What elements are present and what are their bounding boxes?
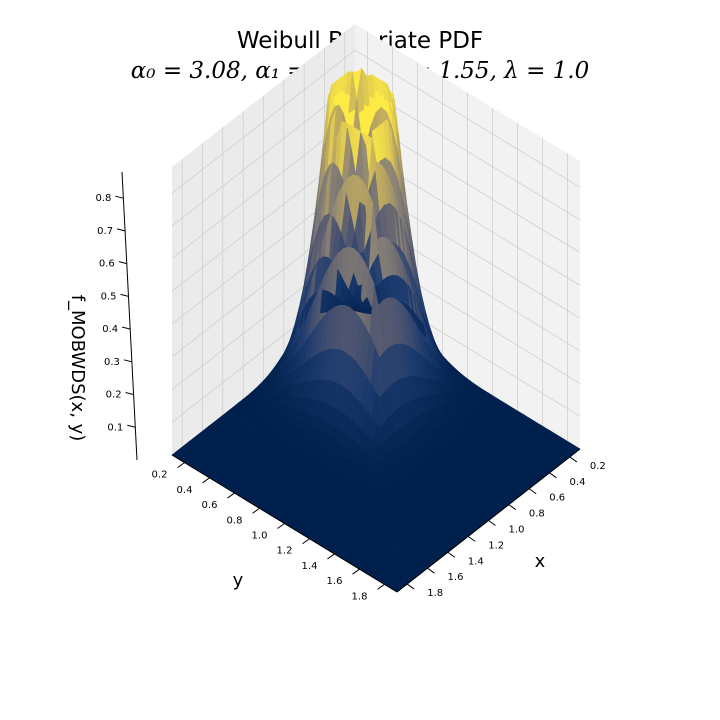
y-tick-mark-8 [377,583,385,590]
axis-ticks: 0.2 0.4 0.6 0.8 1.0 1.2 1.4 1.6 1.8 0.2 0.4 0.6 0.8 1… [95,193,605,602]
x-tick-label-0: 0.2 [590,461,606,472]
z-tick-label-6: 0.7 [97,226,113,237]
x-tick-label-7: 1.6 [448,572,464,583]
z-tick-mark-3 [122,326,131,330]
y-tick-label-0: 0.2 [152,470,168,481]
x-tick-label-3: 0.8 [529,509,545,520]
y-tick-mark-2 [227,492,235,499]
y-tick-label-5: 1.2 [277,546,293,557]
x-tick-mark-3 [508,504,517,511]
x-tick-mark-5 [467,535,476,542]
y-tick-mark-1 [202,477,210,484]
z-axis-label: f_MOBWDS(x, y) [67,295,88,442]
x-tick-mark-8 [406,583,415,590]
x-tick-label-1: 0.4 [570,477,586,488]
x-tick-mark-7 [427,567,435,574]
y-tick-mark-0 [177,462,185,469]
y-tick-label-6: 1.4 [302,561,318,572]
x-tick-label-5: 1.2 [488,540,504,551]
z-tick-mark-7 [115,195,124,199]
z-tick-label-7: 0.8 [95,193,111,204]
y-tick-mark-6 [327,553,335,560]
x-tick-mark-4 [488,520,496,526]
y-tick-label-8: 1.8 [352,591,368,602]
z-tick-mark-5 [118,261,127,265]
surface-patch [360,309,372,315]
z-tick-mark-4 [120,293,129,297]
x-tick-mark-2 [528,488,537,495]
x-axis-label: x [535,551,546,572]
z-tick-mark-2 [123,359,133,363]
y-tick-mark-7 [352,568,360,575]
x-tick-label-4: 1.0 [509,525,525,536]
x-tick-mark-1 [549,472,557,479]
z-tick-mark-1 [125,392,134,396]
grid-line-z-7 [171,49,581,194]
y-axis-label: y [233,570,244,591]
y-tick-label-2: 0.6 [202,500,218,511]
surface-mesh [171,67,581,593]
z-tick-label-5: 0.6 [99,259,115,270]
z-tick-label-4: 0.5 [101,291,117,302]
axis-labels: x y f_MOBWDS(x, y) [67,295,546,591]
z-tick-label-3: 0.4 [102,324,118,335]
z-tick-label-2: 0.3 [104,357,120,368]
y-tick-label-7: 1.6 [327,576,343,587]
z-axis-line [121,171,138,461]
y-tick-label-1: 0.4 [177,485,193,496]
y-tick-label-4: 1.0 [252,531,268,542]
x-tick-label-8: 1.8 [427,588,443,599]
y-tick-label-3: 0.8 [227,515,243,526]
x-tick-mark-0 [569,456,578,463]
z-tick-label-0: 0.1 [107,422,123,433]
z-tick-mark-0 [127,424,136,428]
x-tick-mark-6 [447,551,456,558]
z-tick-mark-6 [116,228,126,232]
y-tick-mark-3 [252,507,260,514]
x-tick-label-2: 0.6 [549,493,565,504]
z-tick-label-1: 0.2 [106,390,122,401]
y-tick-mark-5 [302,538,310,545]
y-tick-mark-4 [277,523,285,529]
x-tick-label-6: 1.4 [468,556,484,567]
